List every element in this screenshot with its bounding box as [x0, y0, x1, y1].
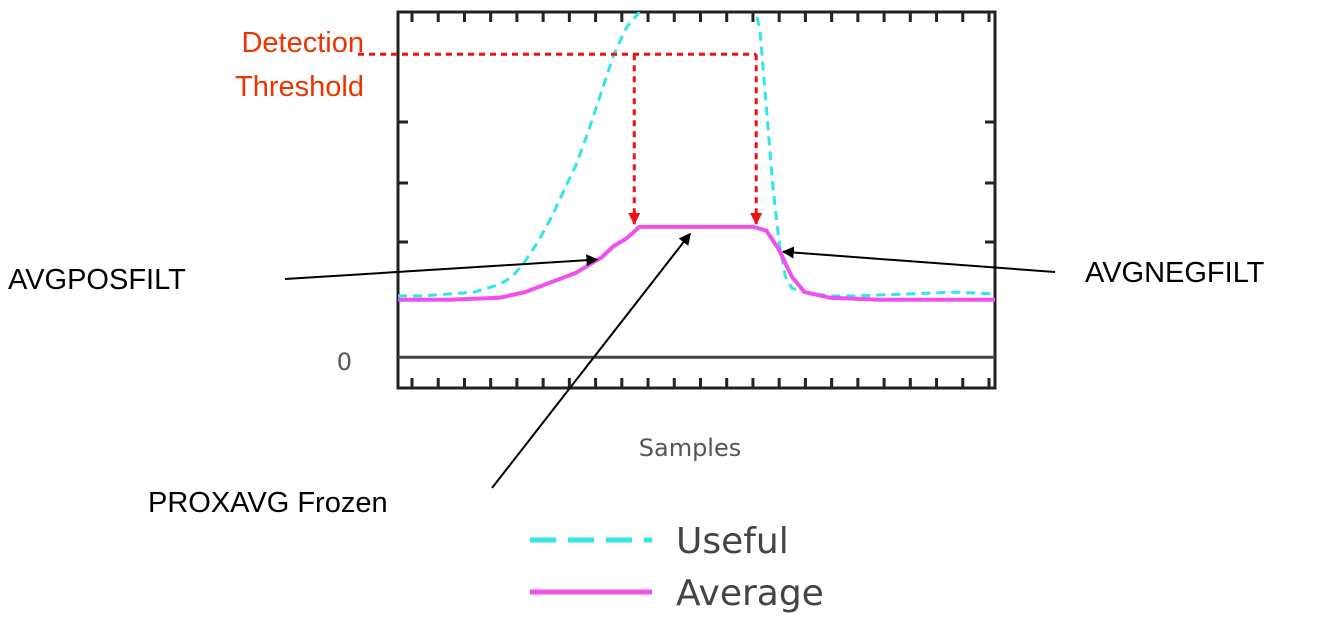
avgnegfilt-arrow: [781, 246, 1056, 273]
threshold-label-line1: Detection: [241, 27, 364, 59]
legend-useful-label: Useful: [676, 521, 789, 562]
avgposfilt-label: AVGPOSFILT: [8, 264, 186, 296]
series-useful-line: [398, 12, 995, 298]
x-axis-label: Samples: [639, 434, 742, 462]
legend: Useful Average: [530, 521, 824, 614]
legend-average-label: Average: [676, 573, 824, 614]
x-axis-ticks: [410, 12, 991, 388]
avgposfilt-arrow: [284, 254, 599, 280]
proxavg-frozen-arrow: [491, 232, 691, 489]
y-tick-label-zero: 0: [337, 348, 352, 376]
plot-frame: [396, 10, 997, 390]
avgnegfilt-label: AVGNEGFILT: [1085, 257, 1265, 289]
threshold-label-line2: Threshold: [235, 71, 364, 103]
y-axis-ticks: [398, 120, 995, 302]
series-average-line: [398, 224, 995, 302]
proxavg-frozen-label: PROXAVG Frozen: [148, 487, 388, 519]
